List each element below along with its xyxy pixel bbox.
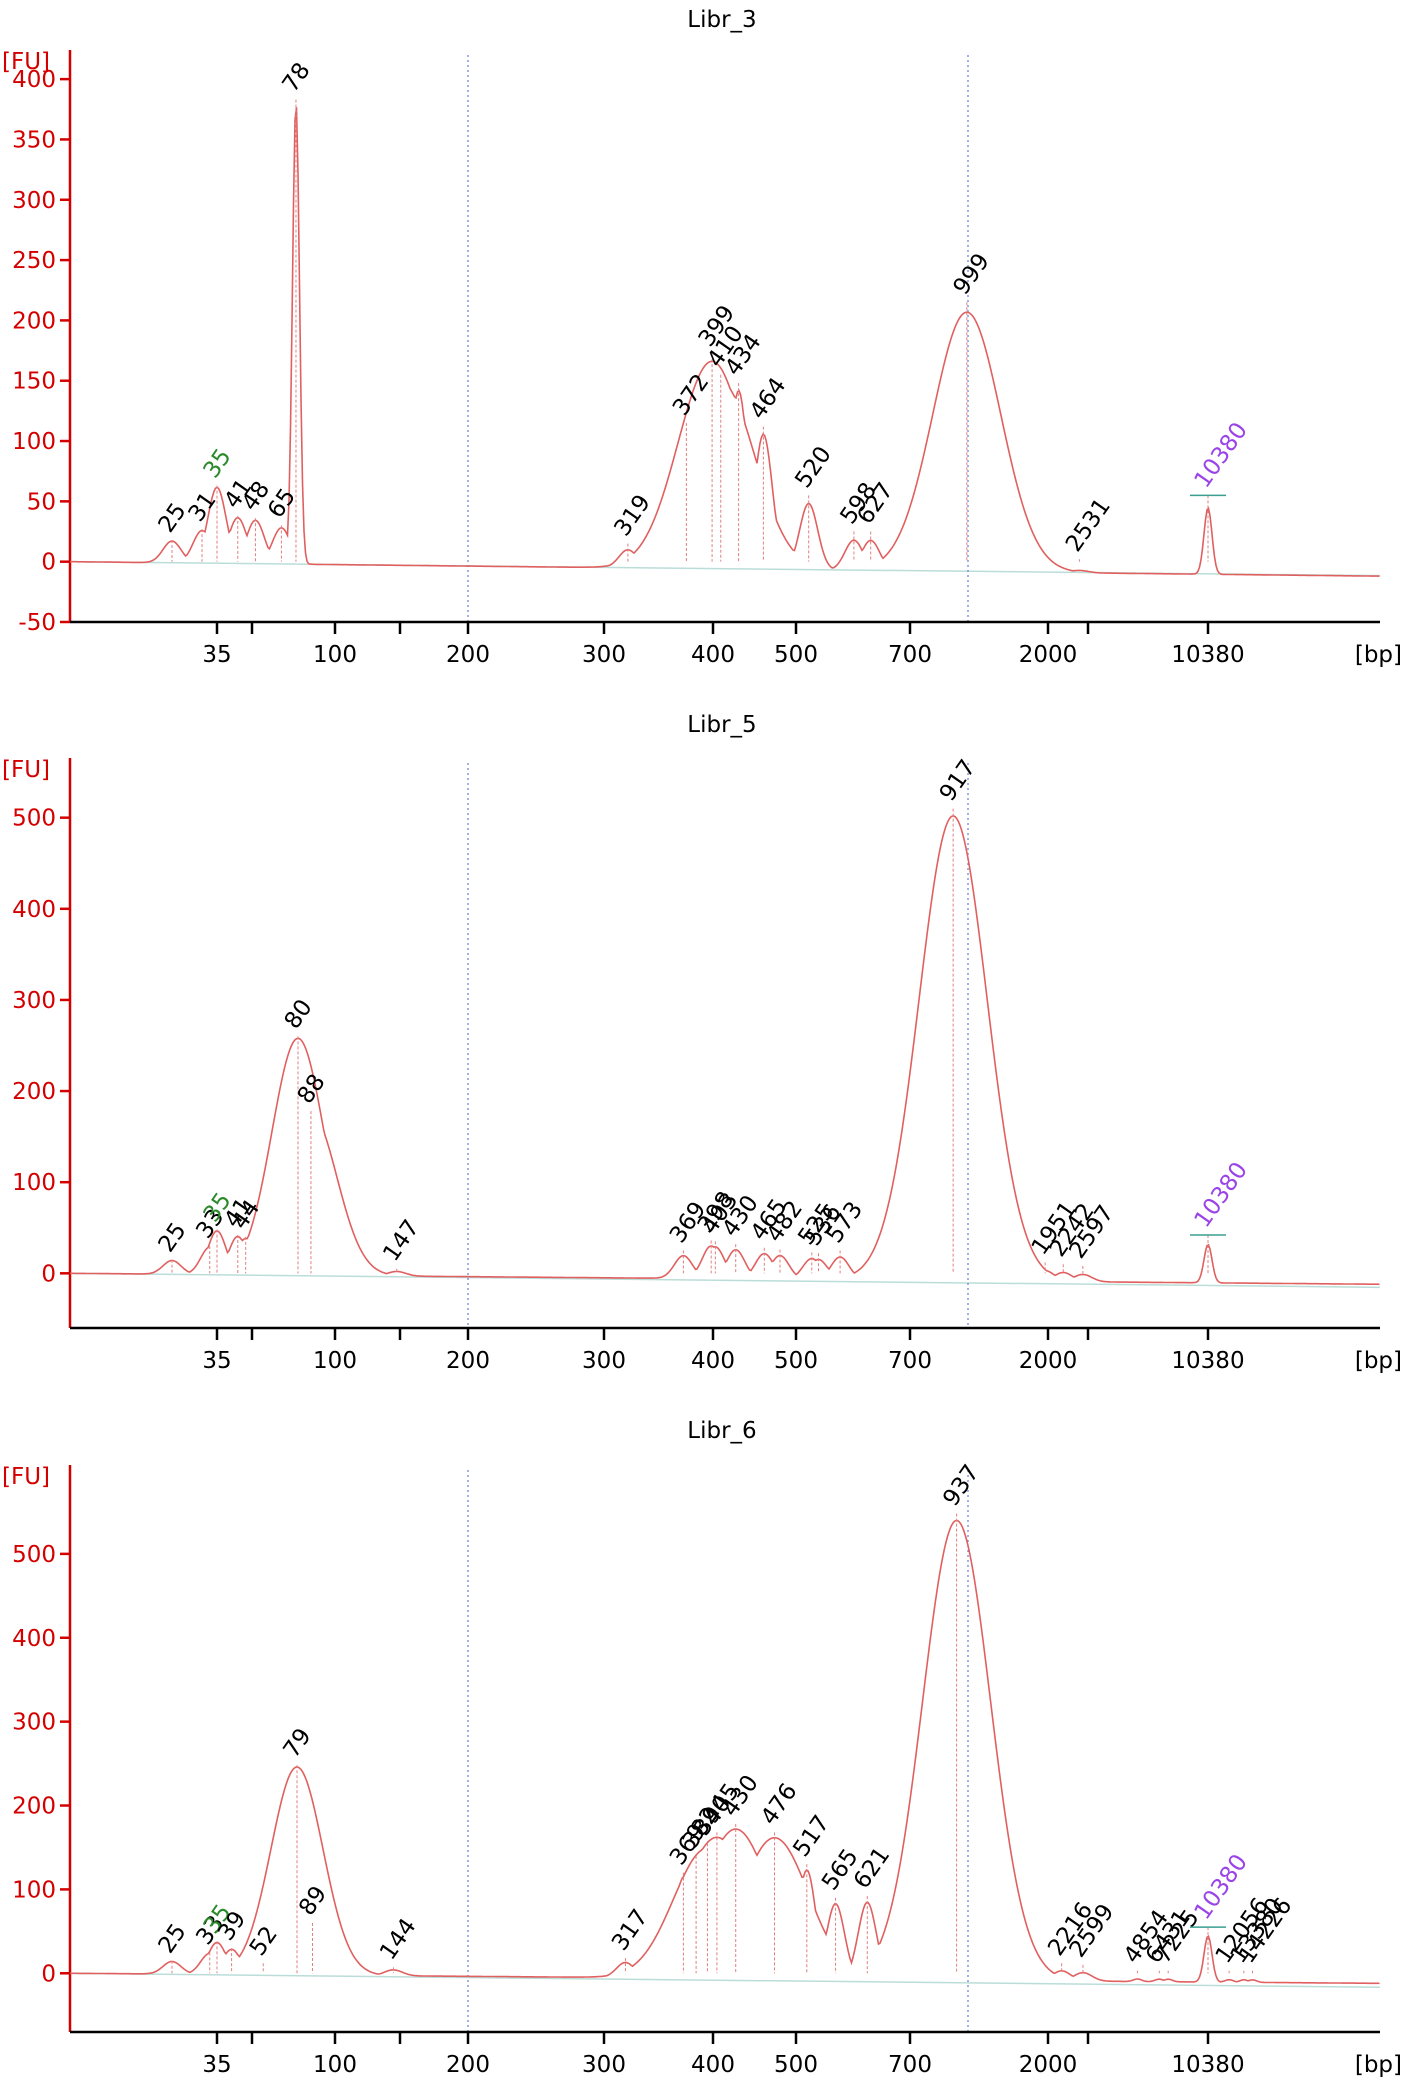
y-axis-unit: [FU] [2,1464,50,1490]
peak-label: 25 [154,1919,192,1958]
y-tick-label: 200 [12,308,56,334]
peak-label: 476 [756,1779,802,1830]
x-tick-label: 300 [582,1348,626,1374]
peak-label: 317 [607,1905,653,1956]
peak-label: 78 [278,58,316,97]
y-tick-label: 200 [12,1794,56,1820]
x-tick-label: 35 [202,2052,231,2078]
peak-label: 10380 [1190,1158,1253,1233]
x-tick-label: 2000 [1019,2052,1078,2078]
y-tick-label: 350 [12,127,56,153]
x-tick-label: 200 [446,2052,490,2078]
x-tick-label: 400 [691,1348,735,1374]
y-tick-label: 200 [12,1079,56,1105]
y-tick-label: 0 [41,1961,56,1987]
x-tick-label: 500 [774,1348,818,1374]
x-tick-label: 35 [202,1348,231,1374]
y-tick-label: 400 [12,1626,56,1652]
peak-label: 464 [745,373,791,424]
peak-label: 520 [790,442,836,493]
y-tick-label: -50 [18,610,56,636]
peak-label: 621 [849,1843,895,1894]
x-tick-label: 300 [582,2052,626,2078]
x-tick-label: 10380 [1171,1348,1244,1374]
peak-label: 937 [938,1460,984,1511]
x-tick-label: 700 [888,1348,932,1374]
y-tick-label: 300 [12,188,56,214]
baseline [69,1972,1381,1989]
y-tick-label: 0 [41,1261,56,1287]
x-tick-label: 400 [691,2052,735,2078]
peak-label: 917 [935,755,981,806]
y-tick-label: 500 [12,1542,56,1568]
chart-title: Libr_6 [687,1418,756,1444]
chart-title: Libr_3 [687,7,756,33]
x-axis-unit: [bp] [1355,2052,1402,2078]
chart-title: Libr_5 [687,712,756,738]
signal-trace [70,815,1380,1286]
peak-label: 80 [280,995,318,1034]
y-tick-label: 50 [27,489,56,515]
x-tick-label: 200 [446,1348,490,1374]
peak-label: 31 [184,488,222,527]
peak-label: 35 [199,444,237,483]
panel-libr-6: Libr_6 [FU] 500 400 300 200 100 0 35 100 200 300 400… [2,1418,1402,2078]
peak-label: 147 [378,1215,424,1266]
y-tick-label: 100 [12,1170,56,1196]
y-tick-label: 100 [12,1877,56,1903]
panel-libr-5: Libr_5 [FU] 500 400 300 200 100 0 35 100 200 300 400… [2,712,1402,1374]
y-tick-label: 150 [12,369,56,395]
y-axis-unit: [FU] [2,757,50,783]
y-axis-unit: [FU] [2,49,50,75]
peak-label: 25 [154,499,192,538]
peak-label: 52 [245,1922,283,1961]
y-tick-label: 300 [12,988,56,1014]
baseline [69,1272,1381,1289]
x-tick-label: 35 [202,642,231,668]
peak-label: 79 [279,1724,317,1763]
x-tick-label: 100 [313,1348,357,1374]
x-tick-label: 200 [446,642,490,668]
peak-label: 999 [948,249,994,300]
peak-label: 89 [294,1881,332,1920]
x-tick-label: 100 [313,2052,357,2078]
x-tick-label: 700 [888,642,932,668]
signal-trace [70,107,1380,577]
peak-label: 517 [788,1811,834,1862]
x-tick-label: 500 [774,2052,818,2078]
peak-label: 2531 [1061,494,1116,557]
peak-label: 144 [375,1914,421,1965]
x-tick-label: 10380 [1171,2052,1244,2078]
x-tick-label: 2000 [1019,642,1078,668]
peak-label: 25 [154,1218,192,1257]
x-tick-label: 700 [888,2052,932,2078]
peak-label: 10380 [1190,418,1253,493]
peak-label: 319 [610,490,656,541]
x-tick-label: 2000 [1019,1348,1078,1374]
y-tick-label: 100 [12,429,56,455]
x-tick-label: 500 [774,642,818,668]
y-tick-label: 500 [12,806,56,832]
x-axis-unit: [bp] [1355,1348,1402,1374]
x-tick-label: 10380 [1171,642,1244,668]
y-tick-label: 400 [12,67,56,93]
peak-label: 372 [668,370,714,421]
y-tick-label: 300 [12,1710,56,1736]
y-tick-label: 250 [12,248,56,274]
x-axis-unit: [bp] [1355,642,1402,668]
signal-trace [70,1519,1380,1985]
y-tick-label: 0 [41,550,56,576]
y-tick-label: 400 [12,897,56,923]
x-tick-label: 400 [691,642,735,668]
x-tick-label: 100 [313,642,357,668]
x-tick-label: 300 [582,642,626,668]
